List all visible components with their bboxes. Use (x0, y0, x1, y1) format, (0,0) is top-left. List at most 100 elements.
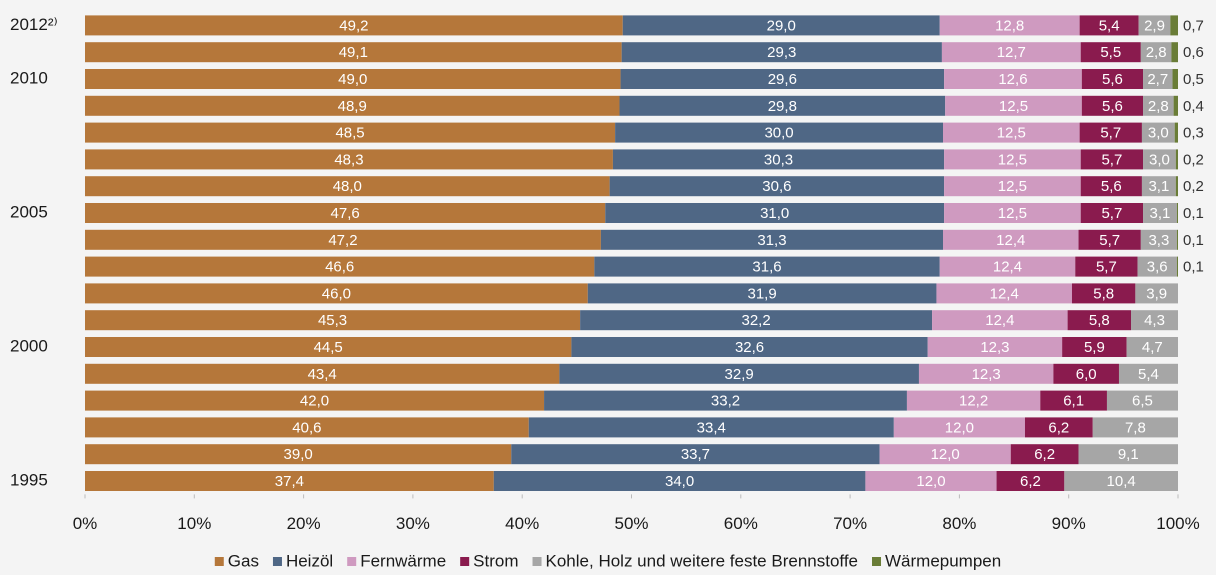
value-label: 12,3 (972, 366, 1001, 383)
bar-segment (511, 444, 880, 465)
legend-swatch (872, 557, 882, 566)
value-label: 47,6 (331, 205, 360, 222)
value-label: 5,6 (1101, 178, 1122, 195)
value-label: 0,1 (1183, 259, 1204, 276)
value-label: 5,7 (1100, 125, 1121, 142)
bar-segment (1053, 363, 1119, 384)
value-label: 32,6 (735, 339, 764, 356)
value-label: 5,8 (1089, 312, 1110, 329)
bar-segment (605, 203, 945, 223)
bar-segment (1176, 203, 1178, 223)
bar-segment (85, 122, 616, 143)
value-label: 49,1 (339, 44, 368, 61)
value-label: 12,4 (996, 232, 1025, 249)
bar-segment (943, 122, 1080, 143)
bar-segment (945, 95, 1082, 116)
bar-segment (1081, 69, 1144, 89)
bar-segment (906, 390, 1041, 411)
y-tick-label: 1995 (10, 470, 48, 489)
value-label: 48,3 (334, 151, 363, 168)
bar-segment (85, 42, 622, 63)
bar-segment (996, 471, 1065, 491)
bar-segment (1141, 122, 1175, 143)
bar-segment (1173, 95, 1178, 116)
x-tick-label: 20% (287, 514, 321, 533)
bar-segment (944, 203, 1081, 223)
x-tick-label: 50% (614, 514, 648, 533)
value-label: 46,6 (325, 259, 354, 276)
value-label: 6,2 (1034, 446, 1055, 463)
x-tick-label: 100% (1156, 514, 1199, 533)
bar-segment (85, 256, 595, 277)
bar-segment (1143, 95, 1174, 116)
bar-segment (1172, 69, 1178, 89)
bar-segment (944, 69, 1082, 89)
value-label: 12,7 (997, 44, 1026, 61)
bar-segment (1140, 229, 1177, 250)
bar-segment (580, 310, 933, 331)
value-label: 6,2 (1020, 473, 1041, 490)
value-label: 30,0 (764, 125, 793, 142)
x-tick-label: 90% (1052, 514, 1086, 533)
bar-segment (918, 363, 1054, 384)
value-label: 3,6 (1147, 259, 1168, 276)
value-label: 34,0 (665, 473, 694, 490)
bar-segment (1075, 256, 1138, 277)
value-label: 4,7 (1142, 339, 1163, 356)
bar-segment (493, 471, 866, 491)
bar-segment (587, 283, 937, 304)
bar-segment (1138, 15, 1171, 36)
value-label: 31,9 (748, 285, 777, 302)
bar-segment (879, 444, 1011, 465)
x-tick-label: 60% (724, 514, 758, 533)
value-label: 45,3 (318, 312, 347, 329)
value-label: 5,5 (1100, 44, 1121, 61)
value-label: 43,4 (308, 366, 337, 383)
value-label: 0,7 (1183, 17, 1204, 34)
x-tick-label: 80% (942, 514, 976, 533)
bar-segment (939, 256, 1076, 277)
value-label: 12,3 (980, 339, 1009, 356)
bar-segment (85, 149, 613, 170)
bar-segment (944, 149, 1081, 170)
bar-segment (1071, 283, 1136, 304)
bar-segment (559, 363, 919, 384)
value-label: 5,7 (1096, 259, 1117, 276)
value-label: 6,2 (1048, 419, 1069, 436)
bar-segment (1078, 229, 1141, 250)
value-label: 0,4 (1183, 98, 1204, 115)
bar-segment (1137, 256, 1177, 277)
bar-segment (85, 390, 545, 411)
value-label: 5,6 (1102, 98, 1123, 115)
bar-segment (944, 176, 1081, 197)
value-label: 12,4 (990, 285, 1019, 302)
value-label: 12,4 (993, 259, 1022, 276)
value-label: 9,1 (1118, 446, 1139, 463)
bar-segment (1062, 337, 1127, 357)
bar-segment (1080, 176, 1142, 197)
y-tick-label: 2010 (10, 68, 48, 87)
bar-segment (85, 471, 494, 491)
value-label: 12,5 (999, 98, 1028, 115)
bar-segment (1126, 337, 1178, 357)
bar-segment (1175, 176, 1178, 197)
value-label: 5,8 (1093, 285, 1114, 302)
bar-segment (528, 417, 894, 438)
bar-segment (612, 149, 945, 170)
value-label: 2,7 (1147, 71, 1168, 88)
bar-segment (1141, 176, 1176, 197)
bar-segment (609, 176, 945, 197)
bar-segment (571, 337, 928, 357)
bar-segment (1143, 69, 1173, 89)
value-label: 12,5 (998, 151, 1027, 168)
bar-segment (1079, 122, 1142, 143)
value-label: 0,1 (1183, 232, 1204, 249)
bar-segment (865, 471, 997, 491)
y-tick-label: 2012²⁾ (10, 15, 58, 34)
legend-label: Wärmepumpen (885, 551, 1001, 570)
bar-segment (1176, 229, 1178, 250)
bar-segment (85, 15, 623, 36)
value-label: 29,8 (768, 98, 797, 115)
value-label: 10,4 (1107, 473, 1136, 490)
value-label: 12,6 (998, 71, 1027, 88)
